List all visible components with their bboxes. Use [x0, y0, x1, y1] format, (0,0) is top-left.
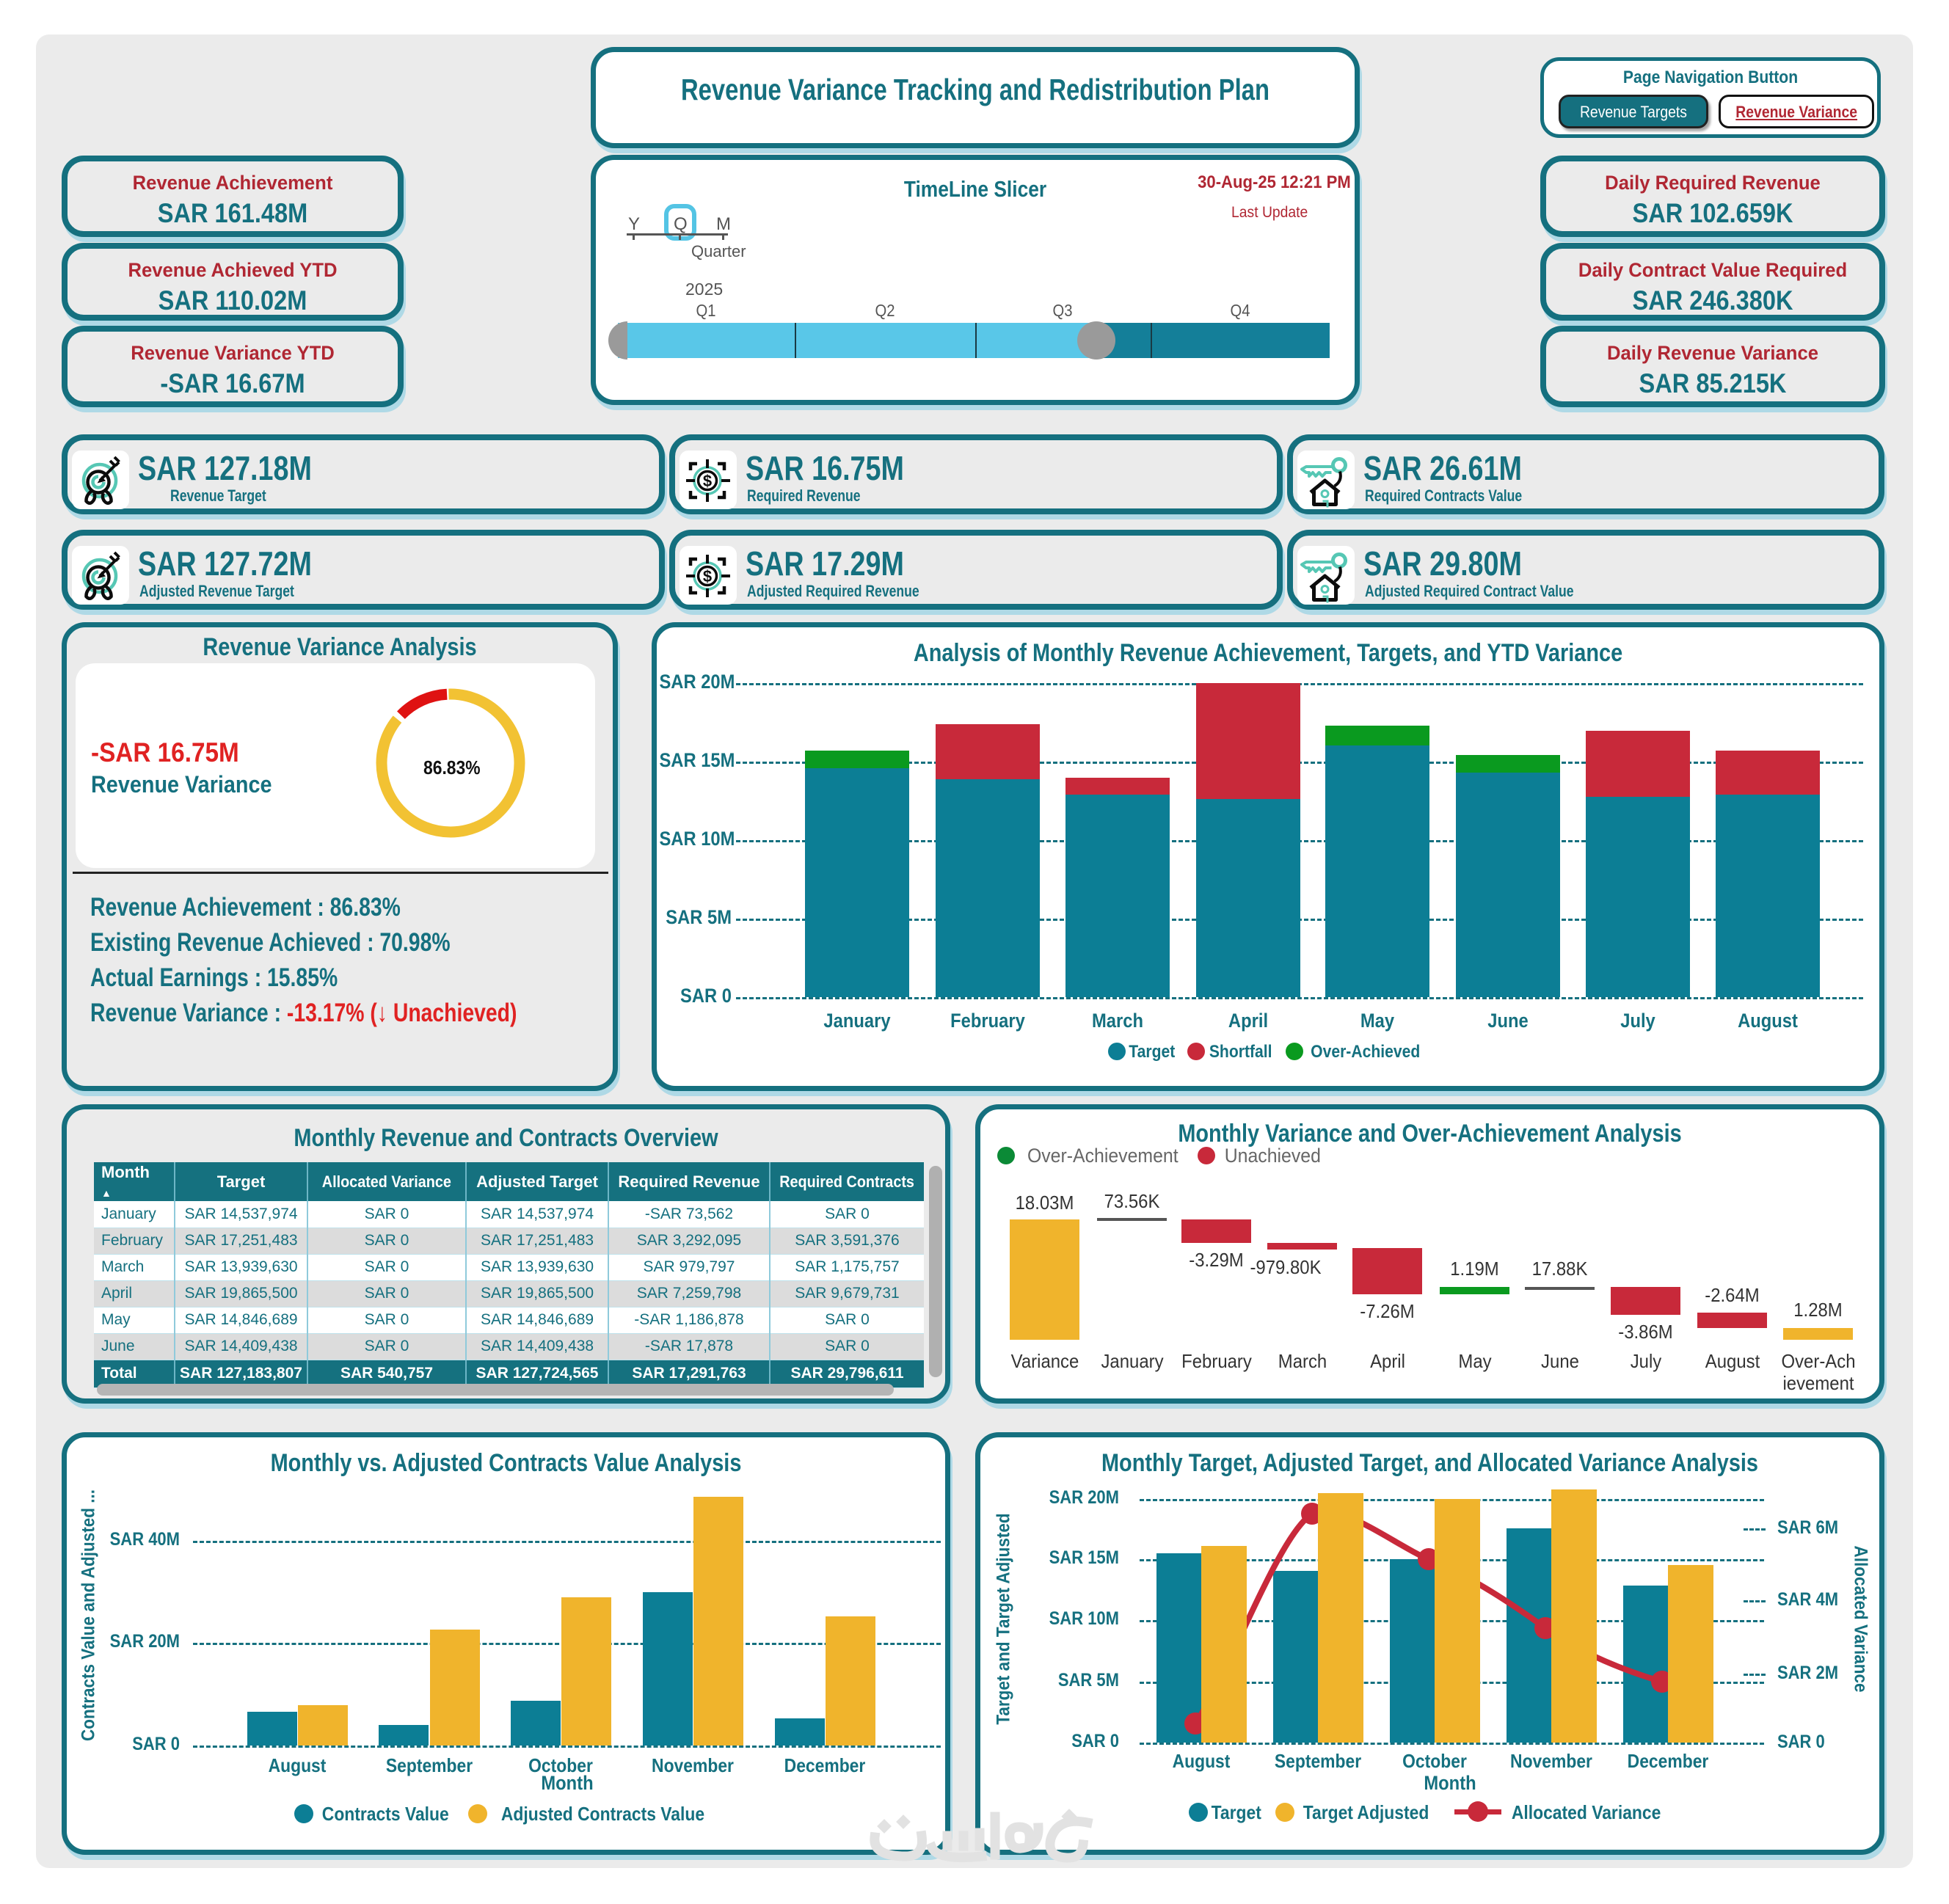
svg-text:$: $ — [703, 472, 712, 490]
svg-text:$: $ — [703, 567, 712, 586]
